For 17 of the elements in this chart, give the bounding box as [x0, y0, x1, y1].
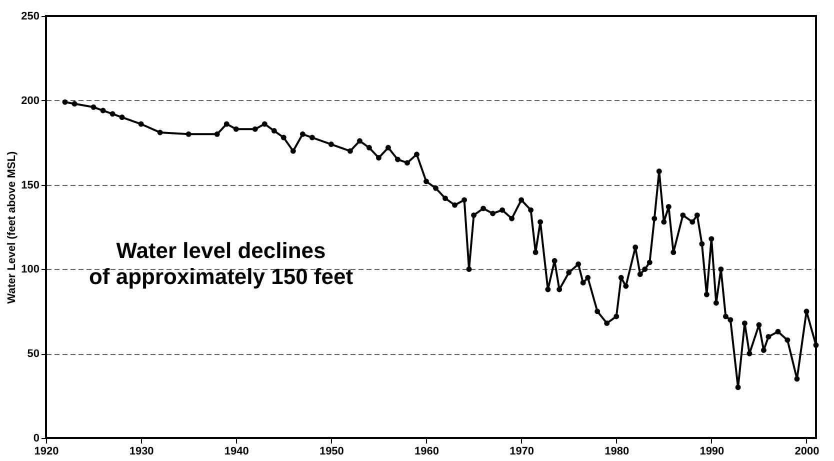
y-tick-label: 100: [21, 264, 40, 276]
x-tick-label: 1990: [700, 446, 724, 458]
y-tick-label: 0: [33, 432, 40, 444]
x-tick-label: 2000: [794, 446, 820, 458]
y-axis-title: Water Level (feet above MSL): [6, 150, 18, 304]
x-tick-label: 1960: [414, 446, 439, 458]
x-tick-label: 1940: [224, 446, 249, 458]
annotation: Water level declines of approximately 150 feet: [88, 238, 354, 289]
y-tick-label: 200: [21, 94, 40, 107]
x-tick-label: 1950: [319, 446, 344, 458]
x-tick-label: 1930: [129, 446, 154, 458]
x-tick-label: 1980: [604, 446, 630, 458]
y-tick-label: 250: [21, 10, 40, 22]
x-tick-label: 1920: [34, 446, 59, 458]
y-tick-label: 50: [27, 348, 40, 360]
y-tick-label: 150: [21, 179, 40, 192]
x-tick-label: 1970: [510, 446, 534, 458]
